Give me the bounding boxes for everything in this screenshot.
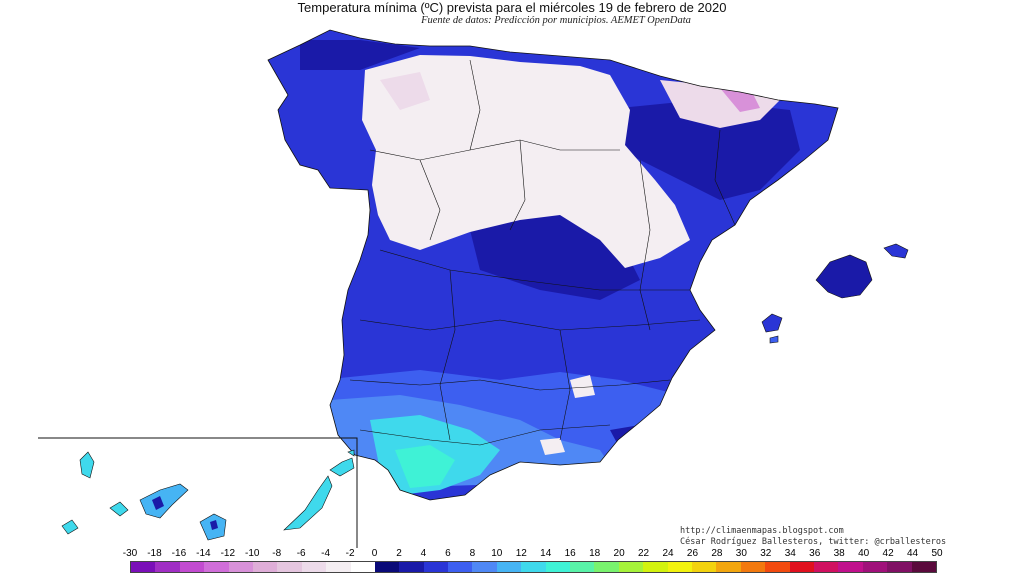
credits-author: César Rodríguez Ballesteros, twitter: @c…	[680, 537, 947, 547]
legend-swatch	[911, 562, 936, 572]
legend-swatch	[545, 562, 571, 572]
legend-swatch	[838, 562, 863, 572]
legend-label: 36	[809, 548, 821, 559]
legend-swatch	[570, 562, 595, 572]
legend-label: -8	[272, 548, 282, 559]
legend-label: 10	[491, 548, 503, 559]
legend-label: -16	[171, 548, 187, 559]
legend-label: 34	[784, 548, 796, 559]
legend-label: 30	[735, 548, 747, 559]
legend-swatch	[252, 562, 278, 572]
legend-label: 38	[833, 548, 845, 559]
map-title: Temperatura mínima (ºC) prevista para el…	[297, 0, 727, 15]
legend-label: 44	[906, 548, 919, 559]
legend-label: 2	[396, 548, 402, 559]
legend-label: -30	[122, 548, 138, 559]
legend-swatch	[179, 562, 205, 572]
legend-swatch	[204, 562, 229, 572]
legend-swatch	[496, 562, 522, 572]
legend-swatch	[594, 562, 619, 572]
peninsula	[267, 29, 839, 501]
legend-label: -2	[345, 548, 355, 559]
legend-swatch	[301, 562, 327, 572]
legend-label: 26	[686, 548, 699, 559]
legend-color-bar	[130, 561, 937, 573]
legend-label: 28	[711, 548, 723, 559]
legend-label: -6	[296, 548, 306, 559]
legend-swatch	[862, 562, 888, 572]
legend-swatch	[618, 562, 644, 572]
legend-label: 32	[760, 548, 772, 559]
legend-swatch	[277, 562, 302, 572]
legend-swatch	[667, 562, 692, 572]
legend-swatch	[691, 562, 717, 572]
legend-label: -18	[147, 548, 162, 559]
legend-swatch	[155, 562, 180, 572]
legend-swatch	[789, 562, 814, 572]
legend-swatch	[643, 562, 668, 572]
legend-swatch	[887, 562, 912, 572]
map-subtitle: Fuente de datos: Predicción por municipi…	[421, 15, 691, 26]
legend-swatch	[326, 562, 351, 572]
legend-swatch	[765, 562, 790, 572]
legend-label: 4	[420, 548, 427, 559]
legend-swatch	[521, 562, 546, 572]
legend-label: 50	[931, 548, 943, 559]
legend-label: 12	[515, 548, 527, 559]
legend-swatch	[228, 562, 253, 572]
legend-label: 18	[589, 548, 601, 559]
legend-swatch	[740, 562, 766, 572]
legend-label: 0	[371, 548, 378, 559]
legend-label: 22	[637, 548, 650, 559]
balearic-islands	[761, 243, 909, 344]
legend-labels: -30 -18 -16 -14 -12 -10 -8 -6 -4 -2 0 2 4 6 8 10 12 14 16 1…	[0, 548, 1024, 560]
legend-label: 20	[613, 548, 625, 559]
legend-label: -14	[196, 548, 211, 559]
legend-label: -12	[220, 548, 236, 559]
legend-swatch	[716, 562, 741, 572]
credits-url[interactable]: http://climaenmapas.blogspot.com	[680, 526, 844, 536]
legend-label: 40	[858, 548, 870, 559]
legend-swatch	[350, 562, 375, 572]
legend-swatch	[423, 562, 449, 572]
legend-swatch	[472, 562, 497, 572]
legend-swatch	[448, 562, 473, 572]
canary-islands-inset	[38, 437, 358, 548]
legend-swatch	[813, 562, 839, 572]
legend-label: 6	[445, 548, 451, 559]
legend-swatch	[131, 562, 156, 572]
credits: http://climaenmapas.blogspot.com César R…	[680, 526, 946, 548]
legend-label: -10	[245, 548, 260, 559]
legend-label: 24	[662, 548, 674, 559]
legend-swatch	[374, 562, 400, 572]
legend-label: 8	[469, 548, 476, 559]
legend-label: -4	[321, 548, 331, 559]
legend-label: 16	[564, 548, 576, 559]
legend-label: 42	[882, 548, 894, 559]
legend-label: 14	[540, 548, 552, 559]
legend-swatch	[399, 562, 424, 572]
